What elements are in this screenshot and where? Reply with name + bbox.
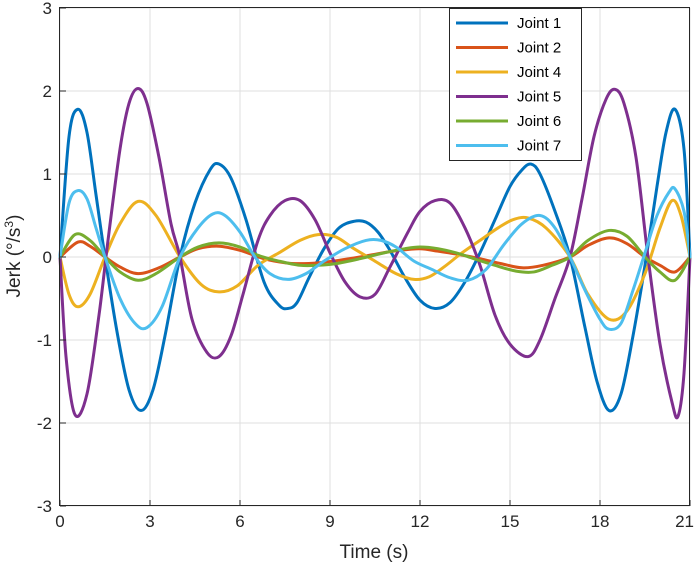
y-axis-label-exponent: 3 <box>2 221 16 228</box>
y-axis-label-base: Jerk (°/s <box>4 228 25 298</box>
x-tick-label: 18 <box>591 512 610 531</box>
y-tick-label: -1 <box>37 331 52 350</box>
legend-label: Joint 7 <box>517 138 561 155</box>
y-axis-label-close: ) <box>4 215 25 221</box>
series-line-joint-5 <box>58 87 692 420</box>
x-axis-label: Time (s) <box>340 542 409 563</box>
legend-box <box>449 8 582 161</box>
y-tick-labels: -3 -2 -1 0 1 2 3 <box>37 0 66 516</box>
series-line-joint-7 <box>58 185 692 332</box>
y-tick-label: 0 <box>43 248 52 267</box>
series-line-joint-4 <box>58 198 692 322</box>
x-tick-label: 12 <box>411 512 430 531</box>
x-tick-labels: 0 3 6 9 12 15 18 21 <box>55 500 694 531</box>
x-tick-label: 6 <box>235 512 244 531</box>
series-line-joint-6 <box>58 228 692 283</box>
legend: Joint 1 Joint 2 Joint 4 Joint 5 Joint 6 Joint… <box>449 8 582 161</box>
y-axis-label: Jerk (°/s3) <box>2 215 25 298</box>
x-tick-label: 15 <box>501 512 520 531</box>
x-tick-label: 21 <box>675 512 694 531</box>
legend-label: Joint 2 <box>517 40 561 57</box>
legend-label: Joint 5 <box>517 89 561 106</box>
x-tick-label: 9 <box>325 512 334 531</box>
y-tick-label: -3 <box>37 497 52 516</box>
y-tick-label: -2 <box>37 414 52 433</box>
legend-label: Joint 6 <box>517 113 561 130</box>
y-tick-label: 2 <box>43 82 52 101</box>
x-tick-label: 0 <box>55 512 64 531</box>
grid <box>59 7 691 507</box>
y-tick-label: 3 <box>43 0 52 18</box>
series-line-joint-1 <box>58 107 692 413</box>
y-tick-label: 1 <box>43 165 52 184</box>
series-lines <box>58 87 692 420</box>
x-tick-label: 3 <box>145 512 154 531</box>
plot-frame <box>59 7 690 506</box>
legend-label: Joint 1 <box>517 15 561 32</box>
legend-label: Joint 4 <box>517 64 561 81</box>
